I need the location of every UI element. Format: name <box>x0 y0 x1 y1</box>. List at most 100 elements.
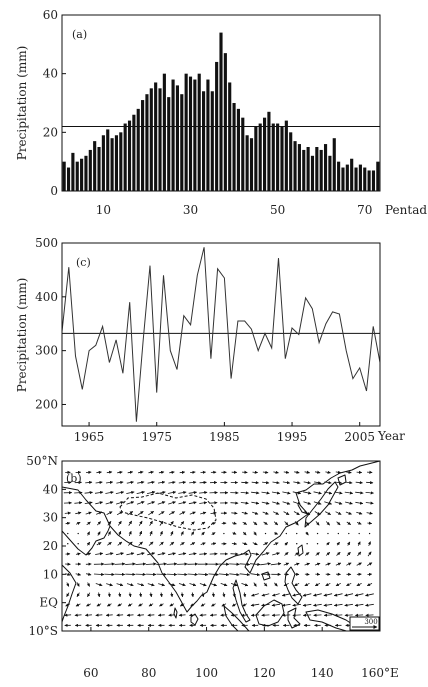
wind-vector <box>346 470 352 474</box>
wind-vector <box>282 613 291 617</box>
wind-vector <box>168 480 176 485</box>
wind-calm-point <box>306 543 308 545</box>
wind-vector <box>74 491 83 495</box>
wind-vector <box>345 481 353 485</box>
wind-vector <box>251 491 260 495</box>
wind-vector <box>211 603 216 607</box>
panel-a-ticks: 0 20 40 60 10 30 50 70 <box>43 8 373 217</box>
wind-vector <box>170 592 174 598</box>
wind-vector <box>136 552 145 556</box>
wind-vector <box>251 593 259 597</box>
wind-vector <box>272 501 280 505</box>
wind-vector <box>200 511 207 515</box>
wind-vector <box>177 562 188 566</box>
wind-vector <box>168 583 176 587</box>
wind-vector <box>147 552 156 556</box>
wind-vector <box>242 531 247 536</box>
wind-vector <box>75 521 81 526</box>
wind-vector <box>114 562 126 566</box>
wind-vector <box>272 552 280 556</box>
wind-vector <box>117 520 122 526</box>
bar-pentad-52 <box>284 120 288 191</box>
wind-vector <box>239 572 251 577</box>
wind-vector <box>117 603 123 607</box>
wind-vector <box>253 521 258 526</box>
wind-vector <box>242 521 247 525</box>
wind-vector <box>147 480 155 485</box>
wind-vector <box>201 531 205 536</box>
wind-vector <box>333 603 343 607</box>
bar-pentad-69 <box>358 164 362 191</box>
wind-vector <box>325 521 330 526</box>
b-ytick-label: 20 <box>43 539 58 553</box>
bar-pentad-38 <box>223 53 227 192</box>
wind-vector <box>187 572 198 577</box>
wind-vector <box>117 470 123 474</box>
wind-vector <box>240 501 249 505</box>
wind-vector <box>64 511 72 515</box>
wind-vector <box>283 511 290 516</box>
wind-vector <box>323 613 332 617</box>
wind-vector <box>75 572 82 576</box>
bar-pentad-46 <box>258 123 262 191</box>
wind-vector <box>241 583 249 587</box>
wind-vector <box>145 562 157 566</box>
bar-pentad-28 <box>180 94 184 191</box>
wind-vector <box>305 531 309 536</box>
wind-vector <box>104 572 115 577</box>
wind-vector <box>292 613 301 617</box>
wind-vector <box>294 562 300 566</box>
bar-pentad-3 <box>71 152 75 191</box>
wind-vector <box>209 613 217 617</box>
wind-vector <box>116 583 124 587</box>
wind-vector <box>159 520 164 526</box>
bar-pentad-12 <box>110 138 114 191</box>
panel-c-series-line <box>61 247 381 422</box>
wind-vector <box>284 551 289 556</box>
wind-vector <box>210 511 217 515</box>
wind-vector <box>127 511 134 516</box>
wind-vector <box>128 530 132 537</box>
wind-vector <box>272 511 279 515</box>
wind-vector <box>179 541 185 546</box>
wind-vector <box>86 552 92 556</box>
wind-calm-point <box>348 532 350 535</box>
bar-pentad-33 <box>202 91 206 191</box>
wind-vector <box>335 562 342 566</box>
bar-pentad-16 <box>127 120 132 191</box>
wind-vector <box>148 470 154 474</box>
wind-vector <box>354 593 364 597</box>
a-ytick-label: 40 <box>43 67 58 81</box>
wind-vector <box>356 583 362 587</box>
wind-vector <box>294 582 300 587</box>
wind-vector <box>208 572 219 577</box>
wind-vector <box>135 562 147 566</box>
wind-vector <box>199 501 208 505</box>
wind-vector <box>261 491 270 495</box>
wind-vector <box>261 552 270 556</box>
wind-vector <box>251 501 260 505</box>
wind-vector <box>166 562 178 566</box>
wind-vector <box>333 593 343 597</box>
wind-vector <box>178 583 186 587</box>
panel-c-frame <box>61 242 381 427</box>
wind-vector <box>262 470 269 474</box>
wind-vector <box>272 481 280 485</box>
panel-a-bars <box>62 32 380 192</box>
wind-vector <box>138 592 143 598</box>
wind-vector <box>86 572 92 576</box>
wind-vector <box>157 613 165 617</box>
wind-vector <box>74 501 83 505</box>
wind-vector <box>97 531 101 536</box>
bar-pentad-23 <box>158 88 162 191</box>
wind-vector <box>230 583 238 587</box>
bar-pentad-6 <box>84 155 88 191</box>
wind-vector <box>335 582 341 587</box>
wind-vector <box>241 511 248 515</box>
island-borneo <box>255 599 285 627</box>
wind-vector <box>313 603 322 607</box>
wind-vector <box>346 582 352 587</box>
bar-pentad-42 <box>241 117 245 191</box>
wind-vector <box>95 501 104 505</box>
wind-vector <box>178 480 187 485</box>
